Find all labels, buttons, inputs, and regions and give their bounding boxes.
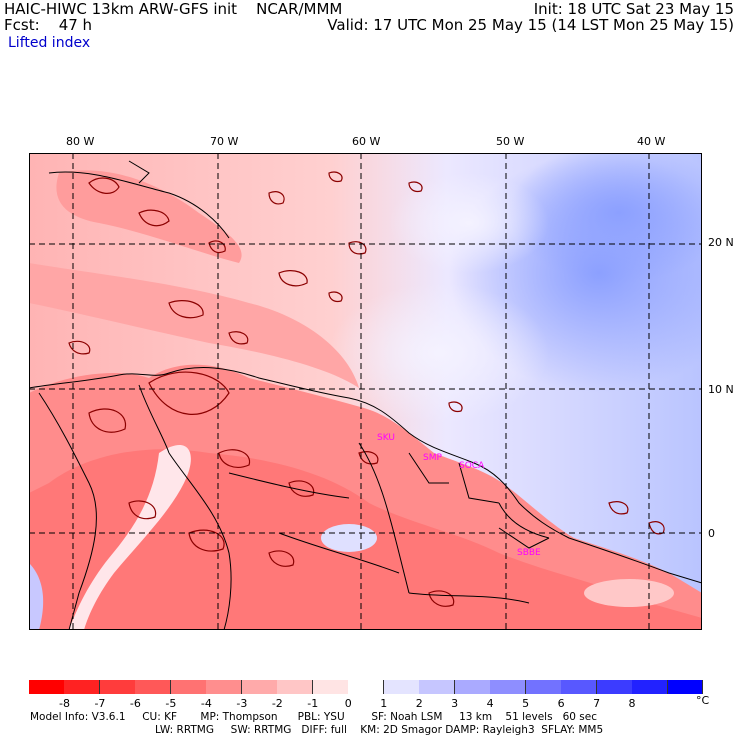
colorbar-swatch [525, 680, 562, 694]
station-label: SBBE [517, 548, 541, 558]
colorbar-swatch [277, 680, 314, 694]
init-time: Init: 18 UTC Sat 23 May 15 [533, 0, 734, 18]
colorbar-tick-label: 7 [593, 697, 601, 710]
field-name: Lifted index [8, 35, 91, 51]
stable-patch [321, 524, 377, 552]
colorbar-swatch [632, 680, 669, 694]
colorbar-tick-label: 2 [415, 697, 423, 710]
neutral-region [329, 283, 549, 423]
station-label: SKU [377, 433, 395, 443]
colorbar-swatch [383, 680, 420, 694]
colorbar-tick-label: -2 [271, 697, 283, 710]
station-label: SMP [423, 453, 442, 463]
contour-lines [68, 171, 665, 607]
colorbar-tick-label: -5 [165, 697, 177, 710]
forecast-hour: Fcst: 47 h [4, 16, 93, 34]
colorbar-tick-label: -3 [236, 697, 248, 710]
lon-label: 50 W [496, 135, 525, 148]
title-line: HAIC-HIWC 13km ARW-GFS init NCAR/MMM [4, 0, 343, 18]
colorbar-swatch [419, 680, 456, 694]
caribbean-field [29, 263, 359, 388]
colorbar-swatch [454, 680, 491, 694]
stable-air-region [509, 153, 702, 283]
colorbar-swatch [135, 680, 172, 694]
colorbar-tick-label: 3 [451, 697, 459, 710]
colorbar-swatch [241, 680, 278, 694]
colorbar-tick-label: 1 [380, 697, 388, 710]
colorbar-swatch [490, 680, 527, 694]
colorbar-swatch [64, 680, 101, 694]
colorbar-unit: °C [696, 694, 710, 707]
lon-label: 70 W [210, 135, 239, 148]
map-canvas: SKU SMP SOCA SBBE [29, 153, 702, 630]
colorbar-swatch [667, 680, 704, 694]
colorbar-swatch [348, 680, 385, 694]
graticule [29, 153, 702, 630]
colorbar-tick-label: 6 [557, 697, 565, 710]
lon-label: 60 W [352, 135, 381, 148]
map-frame [29, 153, 702, 630]
island-field [56, 170, 242, 263]
colorbar-swatch [99, 680, 136, 694]
lat-label: 10 N [708, 383, 734, 396]
colorbar-tick-label: 5 [522, 697, 530, 710]
pacific-stable [29, 563, 44, 630]
model-info-line1: Model Info: V3.6.1 CU: KF MP: Thompson P… [30, 711, 597, 723]
lon-label: 80 W [66, 135, 95, 148]
colorbar-tick-label: -7 [94, 697, 106, 710]
colorbar-tick-label: -6 [129, 697, 141, 710]
lat-label: 20 N [708, 236, 734, 249]
andes-neutral-band [69, 444, 191, 630]
colorbar-tick-label: 4 [486, 697, 494, 710]
colorbar-swatch [170, 680, 207, 694]
colorbar [29, 680, 704, 694]
colorbar-swatch [206, 680, 243, 694]
lifted-index-map: SKU SMP SOCA SBBE [29, 153, 702, 630]
neutral-region [389, 173, 549, 273]
colorbar-swatch [596, 680, 633, 694]
coastlines [29, 160, 702, 630]
colorbar-tick-label: 8 [628, 697, 636, 710]
colorbar-tick-label: -1 [307, 697, 319, 710]
station-label: SOCA [459, 461, 485, 471]
colorbar-tick-label: -4 [200, 697, 212, 710]
colorbar-swatch [312, 680, 349, 694]
valid-time: Valid: 17 UTC Mon 25 May 15 (14 LST Mon … [327, 16, 734, 34]
colorbar-swatch [29, 680, 65, 694]
lon-label: 40 W [637, 135, 666, 148]
model-info-line2: LW: RRTMG SW: RRTMG DIFF: full KM: 2D Sm… [155, 724, 604, 736]
colorbar-tick-label: 0 [344, 697, 352, 710]
colorbar-tick-label: -8 [58, 697, 70, 710]
lat-label: 0 [708, 527, 715, 540]
weak-patch [584, 579, 674, 607]
colorbar-swatch [561, 680, 598, 694]
